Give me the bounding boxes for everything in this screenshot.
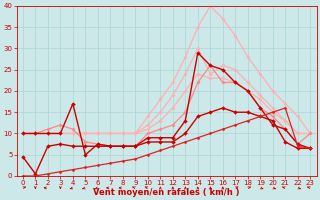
X-axis label: Vent moyen/en rafales ( km/h ): Vent moyen/en rafales ( km/h ) [93, 188, 240, 197]
